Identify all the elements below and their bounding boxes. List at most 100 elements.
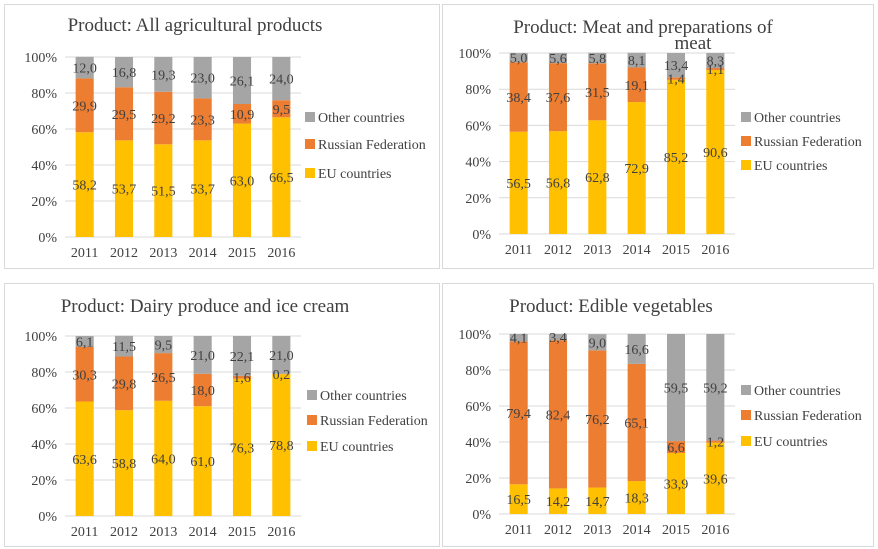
bar-segment: [154, 336, 173, 354]
x-tick-label: 2014: [623, 523, 651, 538]
data-label: 16,8: [112, 66, 137, 81]
data-label: 76,2: [585, 413, 610, 428]
y-tick-label: 20%: [31, 195, 57, 210]
bar-segment: [114, 356, 134, 411]
bar-segment: [627, 481, 646, 514]
y-tick-label: 60%: [31, 402, 57, 417]
y-tick-label: 80%: [465, 364, 491, 379]
bar-segment: [193, 336, 212, 374]
bar-segment: [232, 375, 252, 379]
bar-segment: [272, 117, 291, 237]
chart-title: Product: Dairy produce and ice cream: [61, 296, 350, 317]
data-label: 58,2: [72, 179, 97, 194]
bar-segment: [666, 77, 686, 80]
bar-segment: [627, 334, 646, 364]
bar-segment: [548, 63, 568, 132]
data-label: 63,0: [230, 174, 255, 189]
y-tick-label: 80%: [465, 83, 491, 98]
data-label: 66,5: [269, 171, 294, 186]
x-tick-label: 2012: [544, 243, 572, 258]
x-tick-label: 2015: [228, 246, 256, 261]
bar-segment: [232, 336, 252, 376]
bar-segment: [272, 336, 291, 374]
x-tick-label: 2014: [623, 243, 651, 258]
bar-segment: [548, 340, 568, 489]
y-tick-label: 0%: [472, 508, 491, 523]
bar-segment: [272, 100, 291, 118]
y-tick-label: 80%: [31, 87, 57, 102]
data-label: 29,5: [112, 108, 137, 123]
bar-segment: [666, 334, 686, 442]
data-label: 39,6: [703, 472, 728, 487]
data-label: 1,6: [233, 371, 251, 386]
x-tick-label: 2011: [71, 525, 98, 540]
data-label: 11,5: [112, 340, 136, 355]
y-tick-label: 80%: [31, 366, 57, 381]
x-tick-label: 2016: [267, 525, 295, 540]
data-label: 16,6: [624, 343, 649, 358]
bar-segment: [548, 131, 568, 234]
bar-segment: [588, 52, 607, 64]
data-label: 8,1: [628, 54, 646, 69]
x-tick-label: 2011: [71, 246, 98, 261]
data-label: 5,0: [510, 52, 528, 67]
data-label: 1,2: [707, 436, 725, 451]
data-label: 64,0: [151, 452, 176, 467]
y-tick-label: 0%: [472, 228, 491, 243]
data-label: 61,0: [190, 455, 215, 470]
legend-swatch: [307, 390, 317, 400]
data-label: 16,5: [506, 493, 531, 508]
data-label: 21,0: [269, 349, 294, 364]
bar-segment: [588, 350, 607, 488]
bar-segment: [75, 78, 94, 133]
y-tick-label: 100%: [24, 330, 57, 345]
bar-segment: [193, 406, 212, 516]
data-label: 18,0: [190, 384, 215, 399]
data-label: 53,7: [190, 183, 215, 198]
data-label: 59,2: [703, 381, 728, 396]
data-label: 6,6: [667, 441, 685, 456]
data-label: 19,1: [624, 79, 649, 94]
x-tick-label: 2013: [149, 246, 177, 261]
y-tick-label: 40%: [465, 436, 491, 451]
bar-segment: [509, 334, 528, 342]
bar-segment: [588, 487, 607, 514]
x-tick-label: 2015: [228, 525, 256, 540]
data-label: 72,9: [624, 162, 649, 177]
bar-segment: [75, 401, 94, 516]
bar-segment: [154, 144, 173, 237]
data-label: 85,2: [664, 151, 689, 166]
bar-segment: [706, 442, 725, 514]
legend-swatch: [741, 410, 751, 420]
data-label: 9,0: [589, 336, 607, 351]
legend-swatch: [741, 160, 751, 170]
legend-label: EU countries: [320, 440, 393, 455]
data-label: 38,4: [506, 91, 531, 106]
legend-label: Other countries: [318, 111, 405, 126]
data-label: 14,7: [585, 495, 610, 510]
legend-swatch: [741, 112, 751, 122]
data-label: 29,2: [151, 112, 176, 127]
x-tick-label: 2016: [701, 243, 729, 258]
data-label: 29,9: [72, 99, 97, 114]
chart-title: Product: Meat and preparations of meat: [513, 17, 773, 54]
legend-swatch: [741, 136, 751, 146]
bar-segment: [627, 102, 646, 235]
bar-segment: [509, 341, 528, 485]
legend-swatch: [305, 139, 315, 149]
bar-segment: [114, 87, 134, 141]
data-label: 14,2: [546, 495, 571, 510]
legend-label: Russian Federation: [320, 414, 428, 429]
legend-label: Russian Federation: [754, 409, 862, 424]
data-label: 63,6: [72, 453, 97, 468]
data-label: 58,8: [112, 457, 137, 472]
bar-segment: [114, 57, 134, 88]
bar-segment: [666, 53, 686, 78]
bar-segment: [272, 374, 291, 516]
legend-swatch: [307, 415, 317, 425]
bar-segment: [75, 336, 94, 347]
x-tick-label: 2013: [149, 525, 177, 540]
data-label: 62,8: [585, 171, 610, 186]
bar-segment: [232, 123, 252, 237]
data-label: 26,5: [151, 371, 176, 386]
